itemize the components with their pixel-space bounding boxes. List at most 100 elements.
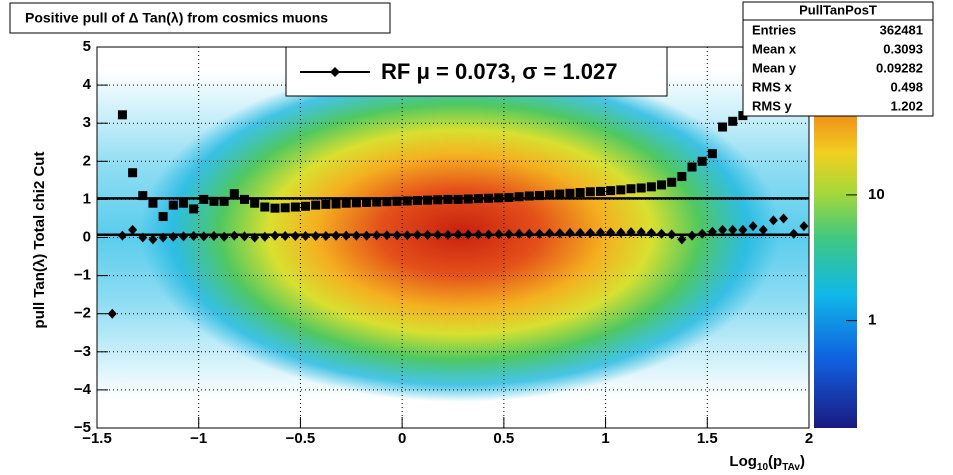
x-tick-label: 0.5 — [493, 430, 514, 447]
diamond-marker — [107, 308, 117, 319]
square-marker — [667, 177, 677, 187]
square-marker — [484, 193, 494, 203]
y-tick-label: −2 — [74, 305, 91, 322]
stats-value: 362481 — [880, 22, 923, 37]
title-box — [9, 2, 391, 34]
x-axis-label-part: (p — [768, 453, 782, 470]
stats-value: 0.498 — [890, 79, 923, 94]
x-tick-label: −1 — [190, 430, 207, 447]
diamond-marker — [239, 231, 249, 242]
diamond-marker — [178, 231, 188, 242]
square-marker — [229, 189, 239, 199]
diamond-marker — [616, 227, 626, 238]
square-marker — [250, 198, 260, 208]
diamond-marker — [341, 230, 351, 241]
square-marker — [565, 188, 575, 198]
diamond-marker — [748, 221, 758, 232]
diamond-marker — [606, 227, 616, 238]
square-marker — [636, 183, 646, 193]
square-marker — [443, 194, 453, 204]
square-marker — [138, 191, 148, 201]
diamond-marker — [707, 226, 717, 237]
square-marker — [433, 195, 443, 205]
diamond-marker — [789, 228, 799, 239]
square-marker — [199, 194, 209, 204]
square-marker — [616, 185, 626, 195]
x-axis-label-part: Log — [729, 453, 757, 470]
x-tick-label: −0.5 — [286, 430, 316, 447]
square-marker — [514, 192, 524, 202]
diamond-marker — [392, 230, 402, 241]
diamond-marker — [158, 232, 168, 243]
diamond-marker — [148, 234, 158, 245]
y-tick-label: −4 — [74, 381, 92, 398]
diamond-marker — [799, 221, 809, 232]
square-marker — [290, 202, 300, 212]
diamond-marker — [585, 227, 595, 238]
diamond-marker — [311, 230, 321, 241]
square-marker — [687, 162, 697, 172]
diamond-marker — [687, 230, 697, 241]
square-marker — [321, 199, 331, 209]
diamond-marker — [229, 230, 239, 241]
chart-title: Positive pull of Δ Tan(λ) from cosmics m… — [25, 10, 328, 26]
y-tick-label: −3 — [74, 343, 91, 360]
square-marker — [280, 203, 290, 213]
diamond-marker — [697, 228, 707, 239]
legend-text: RF μ = 0.073, σ = 1.027 — [381, 59, 617, 84]
square-marker — [117, 110, 127, 120]
x-axis-label: Log10(pTAv) — [729, 453, 805, 473]
diamond-marker — [168, 231, 178, 242]
square-marker — [646, 182, 656, 192]
diamond-marker — [382, 230, 392, 241]
x-axis-label-part: ) — [800, 453, 805, 470]
y-tick-label: 4 — [83, 76, 92, 93]
diamond-marker — [545, 228, 555, 239]
x-tick-label: 0 — [398, 430, 406, 447]
square-marker — [524, 191, 534, 201]
square-marker — [372, 197, 382, 207]
diamond-marker — [646, 227, 656, 238]
diamond-marker — [738, 224, 748, 235]
diamond-marker — [321, 230, 331, 241]
diamond-marker — [443, 229, 453, 240]
square-marker — [158, 212, 168, 222]
diamond-marker — [117, 230, 127, 241]
diamond-marker — [514, 228, 524, 239]
square-marker — [351, 198, 361, 208]
y-tick-label: 0 — [83, 228, 91, 245]
x-tick-label: 1 — [601, 430, 609, 447]
stats-label: RMS x — [752, 79, 793, 94]
marks — [97, 53, 809, 319]
diamond-marker — [209, 230, 219, 241]
square-marker — [677, 172, 687, 182]
diamond-marker — [595, 227, 605, 238]
color-axis: 1 10 — [846, 186, 885, 329]
x-tick-label: −1.5 — [82, 430, 112, 447]
diamond-marker — [768, 215, 778, 226]
square-marker — [382, 197, 392, 207]
square-marker — [311, 200, 321, 210]
diamond-marker — [362, 230, 372, 241]
square-marker — [697, 156, 707, 166]
stats-label: Mean y — [752, 60, 797, 75]
diamond-marker — [575, 227, 585, 238]
square-marker — [128, 168, 138, 178]
square-marker — [494, 193, 504, 203]
stats-value: 0.3093 — [883, 41, 923, 56]
square-marker — [392, 196, 402, 206]
diamond-marker — [494, 229, 504, 240]
square-marker — [341, 198, 351, 208]
square-marker — [606, 186, 616, 196]
diamond-marker — [657, 228, 667, 239]
diamond-marker — [504, 229, 514, 240]
diamond-marker — [270, 230, 280, 241]
y-tick-label: 2 — [83, 152, 91, 169]
square-marker — [402, 196, 412, 206]
square-marker — [626, 184, 636, 194]
square-marker — [239, 194, 249, 204]
diamond-marker — [534, 228, 544, 239]
diamond-marker — [565, 227, 575, 238]
x-tick-label: 2 — [805, 430, 813, 447]
